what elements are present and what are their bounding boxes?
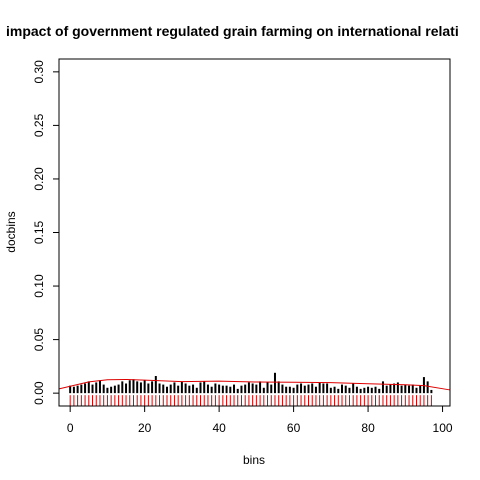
y-tick-label: 0.10 (32, 274, 46, 298)
x-axis: 0 20 40 60 80 100 (67, 406, 453, 435)
plot-frame (58, 58, 451, 407)
density-curve (58, 378, 451, 391)
x-tick-label: 20 (138, 421, 152, 435)
y-axis-label: docbins (4, 211, 18, 252)
plot-area (58, 372, 451, 406)
x-tick-label: 0 (67, 421, 74, 435)
y-tick-label: 0.05 (32, 328, 46, 352)
x-tick-label: 100 (433, 421, 453, 435)
y-tick-label: 0.30 (32, 60, 46, 84)
y-tick-label: 0.20 (32, 167, 46, 191)
x-tick-label: 80 (361, 421, 375, 435)
x-tick-label: 40 (212, 421, 226, 435)
x-axis-label: bins (243, 453, 265, 467)
x-tick-label: 60 (287, 421, 301, 435)
y-tick-label: 0.25 (32, 113, 46, 137)
y-tick-label: 0.00 (32, 381, 46, 405)
chart-title: impact of government regulated grain far… (6, 23, 459, 39)
y-axis: 0.00 0.05 0.10 0.15 0.20 0.25 0.30 (32, 60, 59, 405)
y-tick-label: 0.15 (32, 220, 46, 244)
